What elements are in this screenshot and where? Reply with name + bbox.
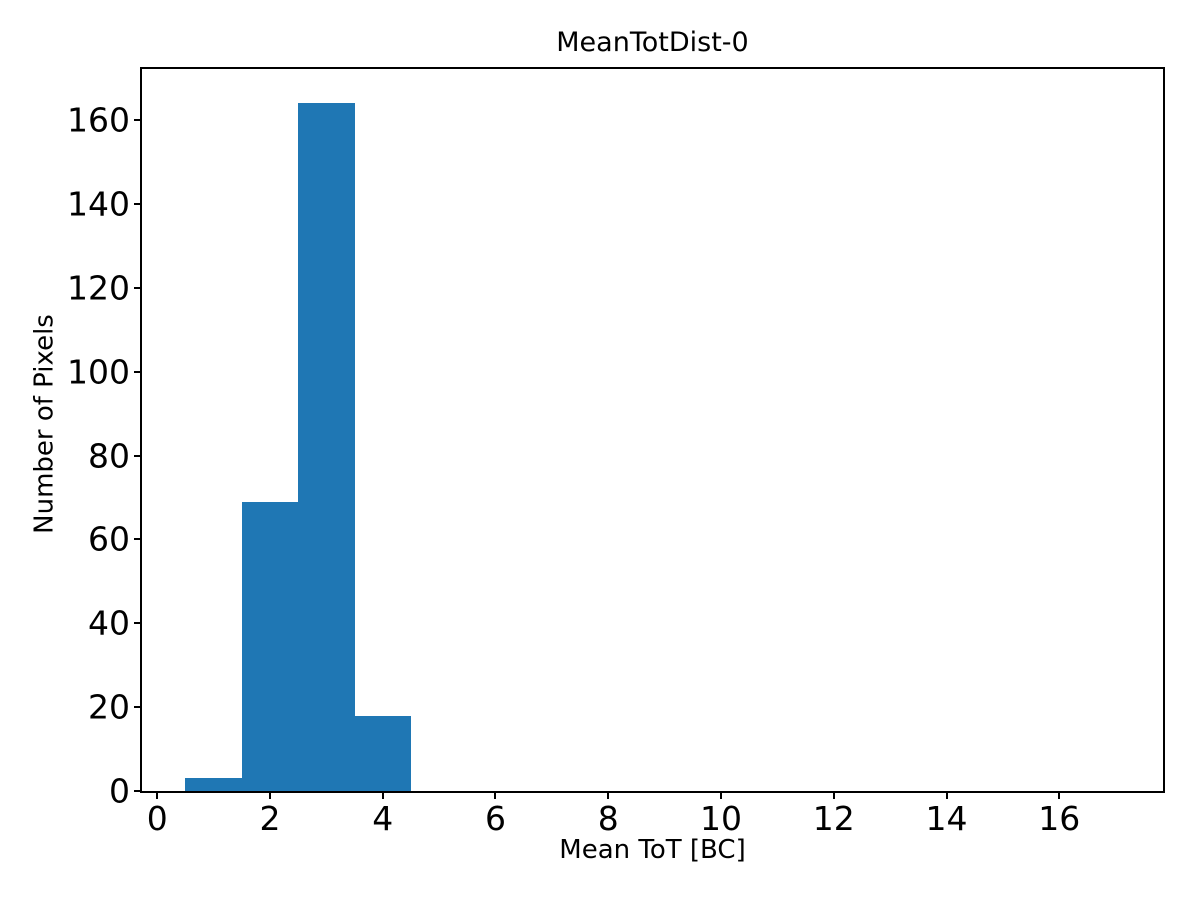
x-tick-label: 10 <box>699 799 742 838</box>
y-tick-mark <box>134 706 142 709</box>
y-tick-label: 160 <box>67 100 130 140</box>
x-tick-mark <box>607 791 610 799</box>
x-tick-label: 14 <box>925 799 968 838</box>
x-tick-mark <box>494 791 497 799</box>
y-tick-mark <box>134 119 142 122</box>
x-tick-mark <box>832 791 835 799</box>
x-tick-mark <box>945 791 948 799</box>
y-tick-mark <box>134 203 142 205</box>
x-tick-label: 0 <box>146 799 168 838</box>
x-tick-label: 6 <box>484 799 506 838</box>
y-tick-mark <box>134 286 142 289</box>
y-tick-mark <box>134 790 142 792</box>
y-tick-mark <box>134 454 142 457</box>
y-tick-label: 100 <box>67 352 130 392</box>
y-tick-label: 40 <box>88 603 130 643</box>
plot-area: 0 2 4 6 8 10 12 14 16 0 20 40 60 80 100 120 140 160 <box>67 67 1165 835</box>
chart-title: MeanTotDist-0 <box>556 27 749 58</box>
y-tick-mark <box>134 622 142 625</box>
y-tick-label: 20 <box>88 687 130 727</box>
x-tick-mark <box>156 791 159 799</box>
histogram-bar <box>298 103 355 791</box>
y-tick-mark <box>134 538 142 541</box>
y-tick-label: 140 <box>67 184 130 224</box>
histogram-bar <box>241 501 299 791</box>
x-tick-mark <box>381 791 384 799</box>
x-tick-label: 4 <box>372 799 394 838</box>
x-tick-label: 12 <box>812 799 855 838</box>
y-tick-label: 80 <box>88 436 130 476</box>
x-tick-label: 2 <box>259 799 281 838</box>
y-axis-label: Number of Pixels <box>29 314 60 534</box>
x-tick-mark <box>268 791 271 799</box>
x-tick-label: 16 <box>1038 799 1081 838</box>
histogram-bar <box>185 778 242 791</box>
y-tick-label: 0 <box>109 771 130 811</box>
histogram-bar <box>354 715 411 791</box>
x-tick-mark <box>1058 791 1061 799</box>
x-axis-label: Mean ToT [BC] <box>559 835 746 865</box>
x-tick-label: 8 <box>597 799 619 838</box>
y-tick-mark <box>134 370 142 373</box>
x-tick-mark <box>719 791 722 799</box>
y-tick-label: 60 <box>88 519 130 559</box>
y-tick-label: 120 <box>67 268 130 308</box>
